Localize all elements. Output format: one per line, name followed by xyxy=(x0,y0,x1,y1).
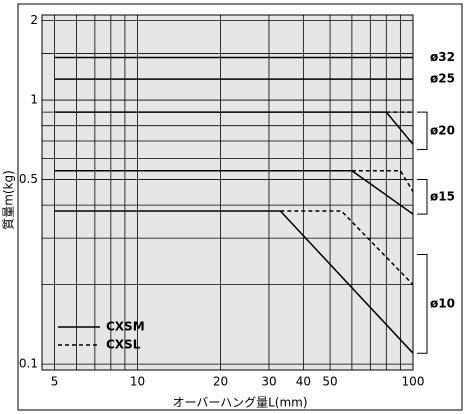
x-tick-label: 30 xyxy=(261,375,276,389)
y-tick-label: 2 xyxy=(30,13,38,27)
x-tick-label: 10 xyxy=(130,375,145,389)
legend-label: CXSM xyxy=(106,320,145,334)
x-tick-label: 5 xyxy=(51,375,59,389)
annotation: ø10 xyxy=(430,296,455,310)
annotation: ø15 xyxy=(430,189,455,203)
annotation: ø32 xyxy=(430,50,455,64)
annotation: ø25 xyxy=(430,72,455,86)
y-tick-label: 0.1 xyxy=(19,357,38,371)
y-axis-label: 質量m(kg) xyxy=(1,170,16,230)
bracket xyxy=(417,179,428,215)
bracket xyxy=(417,111,428,150)
x-tick-label: 100 xyxy=(402,375,425,389)
x-tick-label: 40 xyxy=(296,375,311,389)
frame xyxy=(17,3,463,411)
plot-area xyxy=(41,14,414,371)
x-tick-label: 20 xyxy=(213,375,228,389)
data-line xyxy=(54,111,414,145)
x-axis-label: オーバーハング量L(mm) xyxy=(172,396,307,410)
annotation: ø20 xyxy=(430,123,455,137)
y-tick-label: 0.5 xyxy=(19,172,38,186)
data-line xyxy=(280,210,414,286)
y-tick-label: 1 xyxy=(30,93,38,107)
x-tick-label: 50 xyxy=(322,375,337,389)
legend-label: CXSL xyxy=(106,338,141,352)
bracket xyxy=(417,254,428,354)
data-line xyxy=(351,169,414,193)
data-line xyxy=(54,169,414,215)
